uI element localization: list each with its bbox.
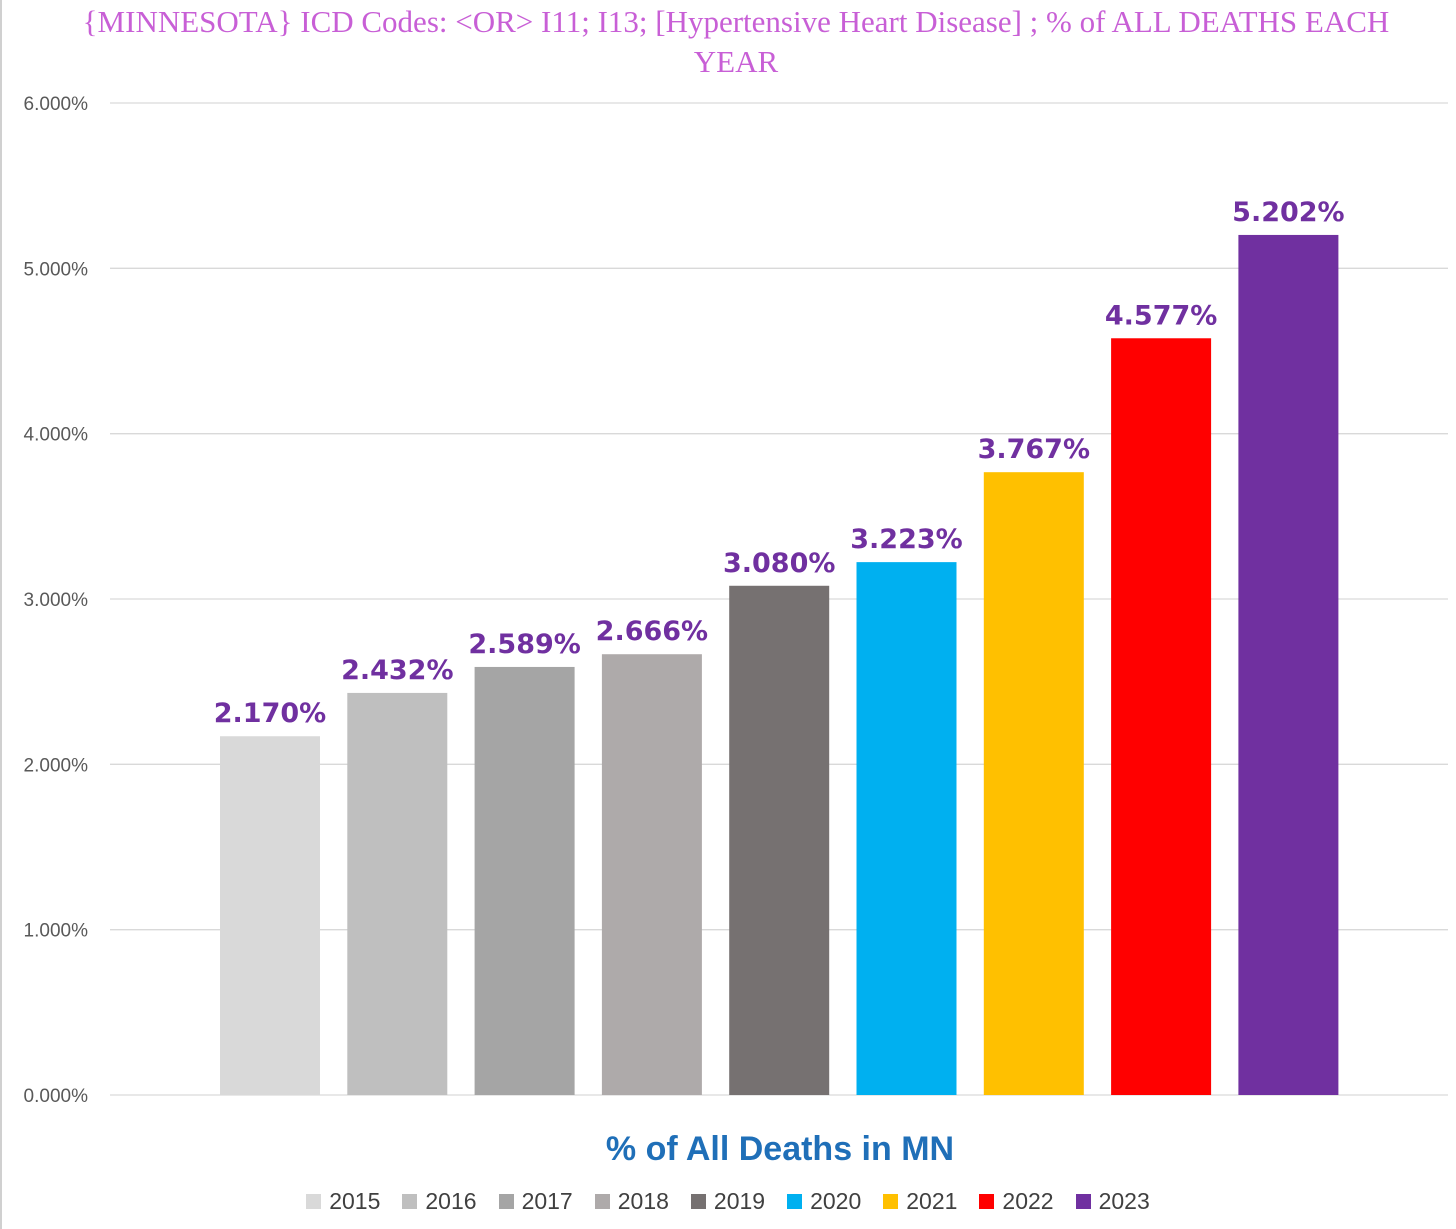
bar-2023 — [1238, 234, 1339, 1095]
legend-label: 2023 — [1098, 1188, 1150, 1214]
legend-label: 2018 — [617, 1188, 669, 1214]
legend-label: 2019 — [713, 1188, 766, 1214]
chart-frame-edge — [0, 0, 2, 1229]
bar-2018 — [601, 654, 702, 1095]
legend-swatch — [402, 1194, 418, 1209]
legend-item-2017: 2017 — [498, 1188, 573, 1215]
legend-label: 2020 — [810, 1188, 862, 1214]
y-tick-label: 6.000% — [24, 94, 89, 115]
data-label-2018: 2.666% — [596, 616, 708, 647]
y-tick-label: 4.000% — [24, 425, 89, 446]
bar-2021 — [983, 472, 1084, 1095]
data-label-2017: 2.589% — [468, 629, 580, 660]
data-label-2022: 4.577% — [1105, 300, 1217, 331]
data-label-2019: 3.080% — [723, 548, 835, 579]
legend-item-2016: 2016 — [402, 1188, 477, 1215]
y-tick-label: 5.000% — [24, 259, 89, 280]
legend-swatch — [883, 1194, 899, 1209]
data-label-2021: 3.767% — [978, 434, 1090, 465]
legend-item-2015: 2015 — [306, 1188, 380, 1215]
legend-item-2021: 2021 — [883, 1188, 957, 1215]
data-label-2020: 3.223% — [850, 524, 962, 555]
legend-item-2022: 2022 — [979, 1188, 1054, 1215]
legend-swatch — [498, 1194, 514, 1209]
legend-swatch — [594, 1194, 610, 1209]
y-tick-label: 3.000% — [24, 590, 89, 611]
legend-item-2018: 2018 — [594, 1188, 669, 1215]
legend-swatch — [787, 1194, 803, 1209]
legend-label: 2015 — [329, 1188, 381, 1214]
bar-2017 — [474, 666, 575, 1095]
legend-swatch — [979, 1194, 995, 1209]
bar-2015 — [220, 736, 320, 1095]
bar-2020 — [856, 562, 957, 1095]
legend-item-2020: 2020 — [787, 1188, 861, 1215]
legend-label: 2016 — [425, 1188, 477, 1214]
legend-label: 2022 — [1002, 1188, 1054, 1214]
y-tick-label: 2.000% — [24, 755, 89, 776]
legend-label: 2021 — [906, 1188, 958, 1214]
bar-2016 — [347, 692, 448, 1095]
y-tick-label: 1.000% — [24, 921, 89, 942]
legend-swatch — [1075, 1194, 1091, 1209]
legend-item-2023: 2023 — [1075, 1188, 1150, 1215]
data-label-2015: 2.170% — [214, 698, 326, 729]
data-label-2016: 2.432% — [341, 655, 453, 686]
legend-item-2019: 2019 — [690, 1188, 766, 1215]
chart-legend: 2015 2016 2017 2018 2019 2020 2021 2022 2023 — [0, 1188, 1456, 1215]
bar-2019 — [729, 585, 830, 1095]
y-tick-label: 0.000% — [24, 1086, 89, 1107]
legend-swatch — [306, 1194, 322, 1209]
bar-2022 — [1111, 338, 1212, 1095]
chart-title: {MINNESOTA} ICD Codes: <OR> I11; I13; [H… — [82, 4, 1390, 79]
x-axis-title: % of All Deaths in MN — [606, 1130, 954, 1168]
data-label-2023: 5.202% — [1232, 197, 1344, 228]
legend-label: 2017 — [521, 1188, 573, 1214]
legend-swatch — [690, 1194, 706, 1209]
